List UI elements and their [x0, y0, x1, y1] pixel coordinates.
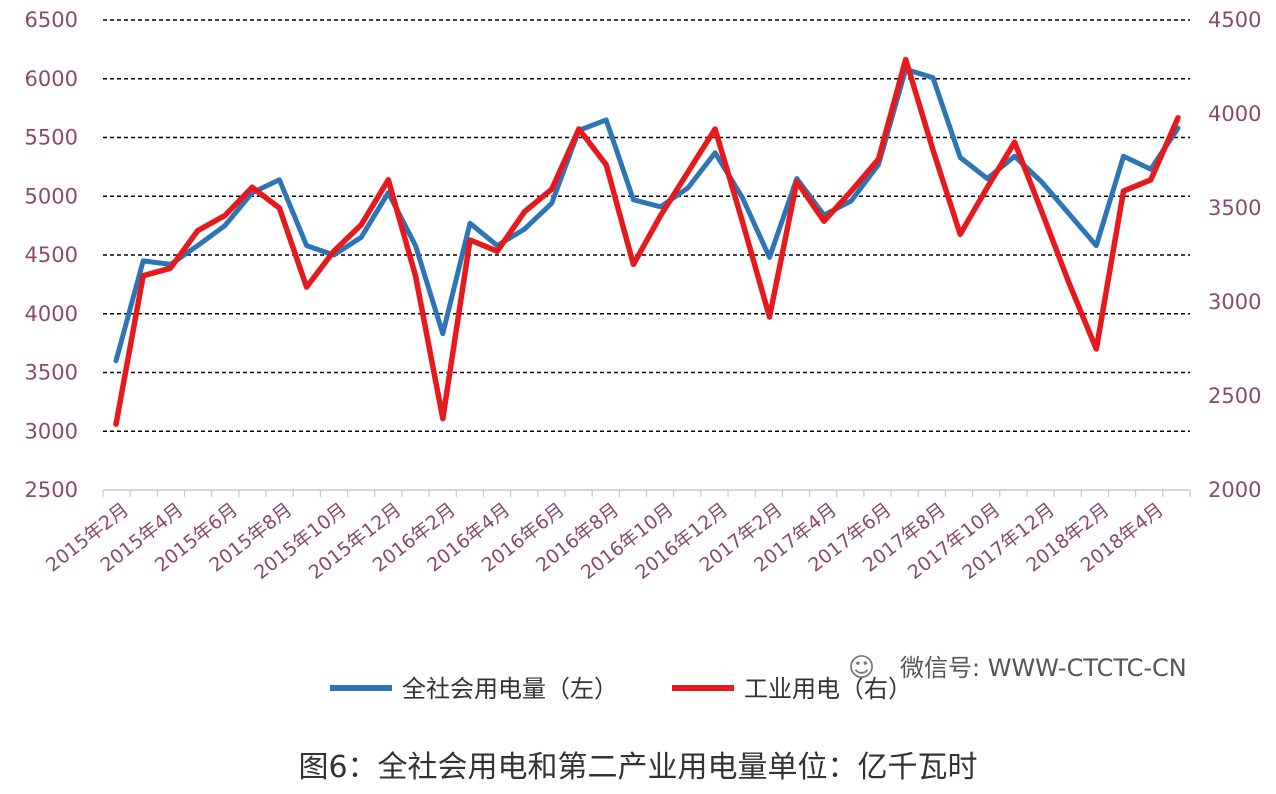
series-line-total	[113, 66, 1181, 364]
y-right-tick-label: 4000	[1208, 102, 1261, 126]
y-left-tick-label: 2500	[25, 478, 78, 502]
y-left-tick-label: 5500	[25, 126, 78, 150]
y-right-tick-label: 4500	[1208, 8, 1261, 32]
y-right-tick-label: 2000	[1208, 478, 1261, 502]
y-left-tick-label: 6500	[25, 8, 78, 32]
y-left-tick-label: 4500	[25, 243, 78, 267]
watermark: ☺ 微信号: WWW-CTCTC-CN	[848, 653, 1187, 683]
y-left-tick-label: 6000	[25, 67, 78, 91]
legend-label-industry: 工业用电（右）	[744, 675, 912, 703]
line-chart: 2500 3000 3500 4000 4500 5000 5500 6000 6500 2000…	[25, 8, 1262, 703]
y-left-tick-label: 3500	[25, 361, 78, 385]
series-lines	[113, 56, 1181, 427]
gridlines	[103, 19, 1190, 433]
y-right-tick-label: 3500	[1208, 196, 1261, 220]
y-left-tick-label: 3000	[25, 419, 78, 443]
series-line-industry	[113, 56, 1181, 427]
y-left-tick-label: 5000	[25, 184, 78, 208]
legend: 全社会用电量（左） 工业用电（右）	[330, 675, 912, 703]
y-right-tick-label: 2500	[1208, 384, 1261, 408]
y-right-tick-label: 3000	[1208, 290, 1261, 314]
wechat-icon: ☺	[848, 653, 875, 683]
y-left-tick-label: 4000	[25, 302, 78, 326]
figure-caption: 图6：全社会用电和第二产业用电量单位：亿千瓦时	[298, 750, 978, 785]
legend-label-total: 全社会用电量（左）	[402, 675, 618, 703]
watermark-text: 微信号: WWW-CTCTC-CN	[900, 654, 1187, 682]
